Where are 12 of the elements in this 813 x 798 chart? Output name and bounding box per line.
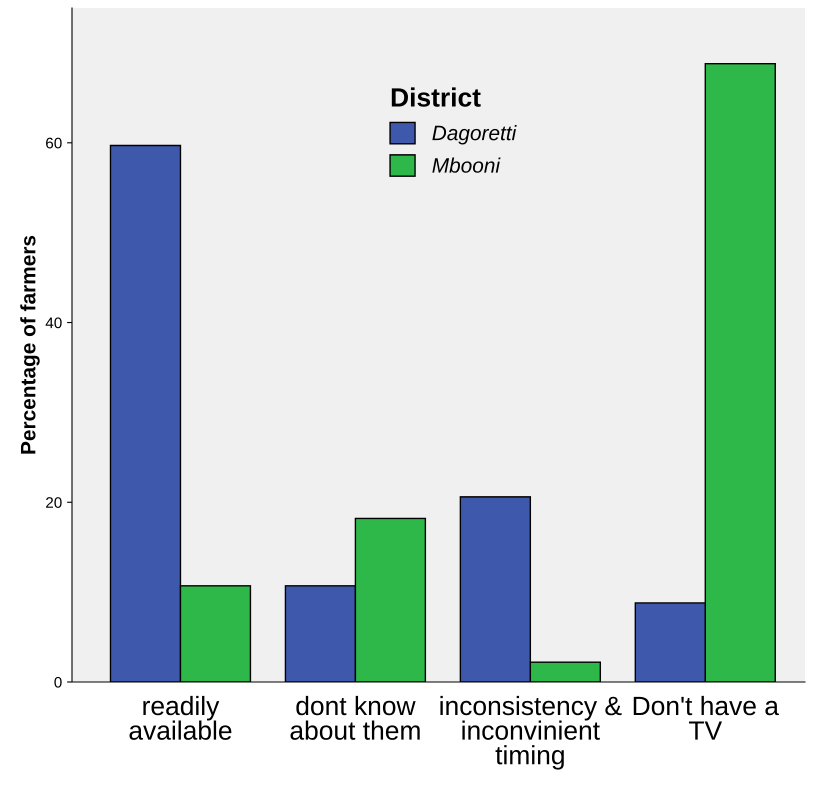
x-tick-label: dont know about them: [290, 696, 420, 740]
x-tick-label: Don't have a TV: [634, 696, 779, 740]
legend-label: Mbooni: [432, 157, 501, 173]
y-tick-label: 0: [54, 676, 62, 688]
y-axis-title: Percentage of farmers: [20, 236, 40, 454]
x-tick-label: readily available: [130, 696, 232, 740]
y-tick-label: 60: [46, 138, 62, 148]
legend-title: District: [392, 87, 481, 107]
y-tick-label: 20: [46, 497, 62, 508]
x-tick-label: inconsistency & inconvinient timing: [440, 696, 622, 770]
legend-label: Dagoretti: [432, 125, 517, 144]
y-tick-label: 40: [46, 317, 62, 328]
